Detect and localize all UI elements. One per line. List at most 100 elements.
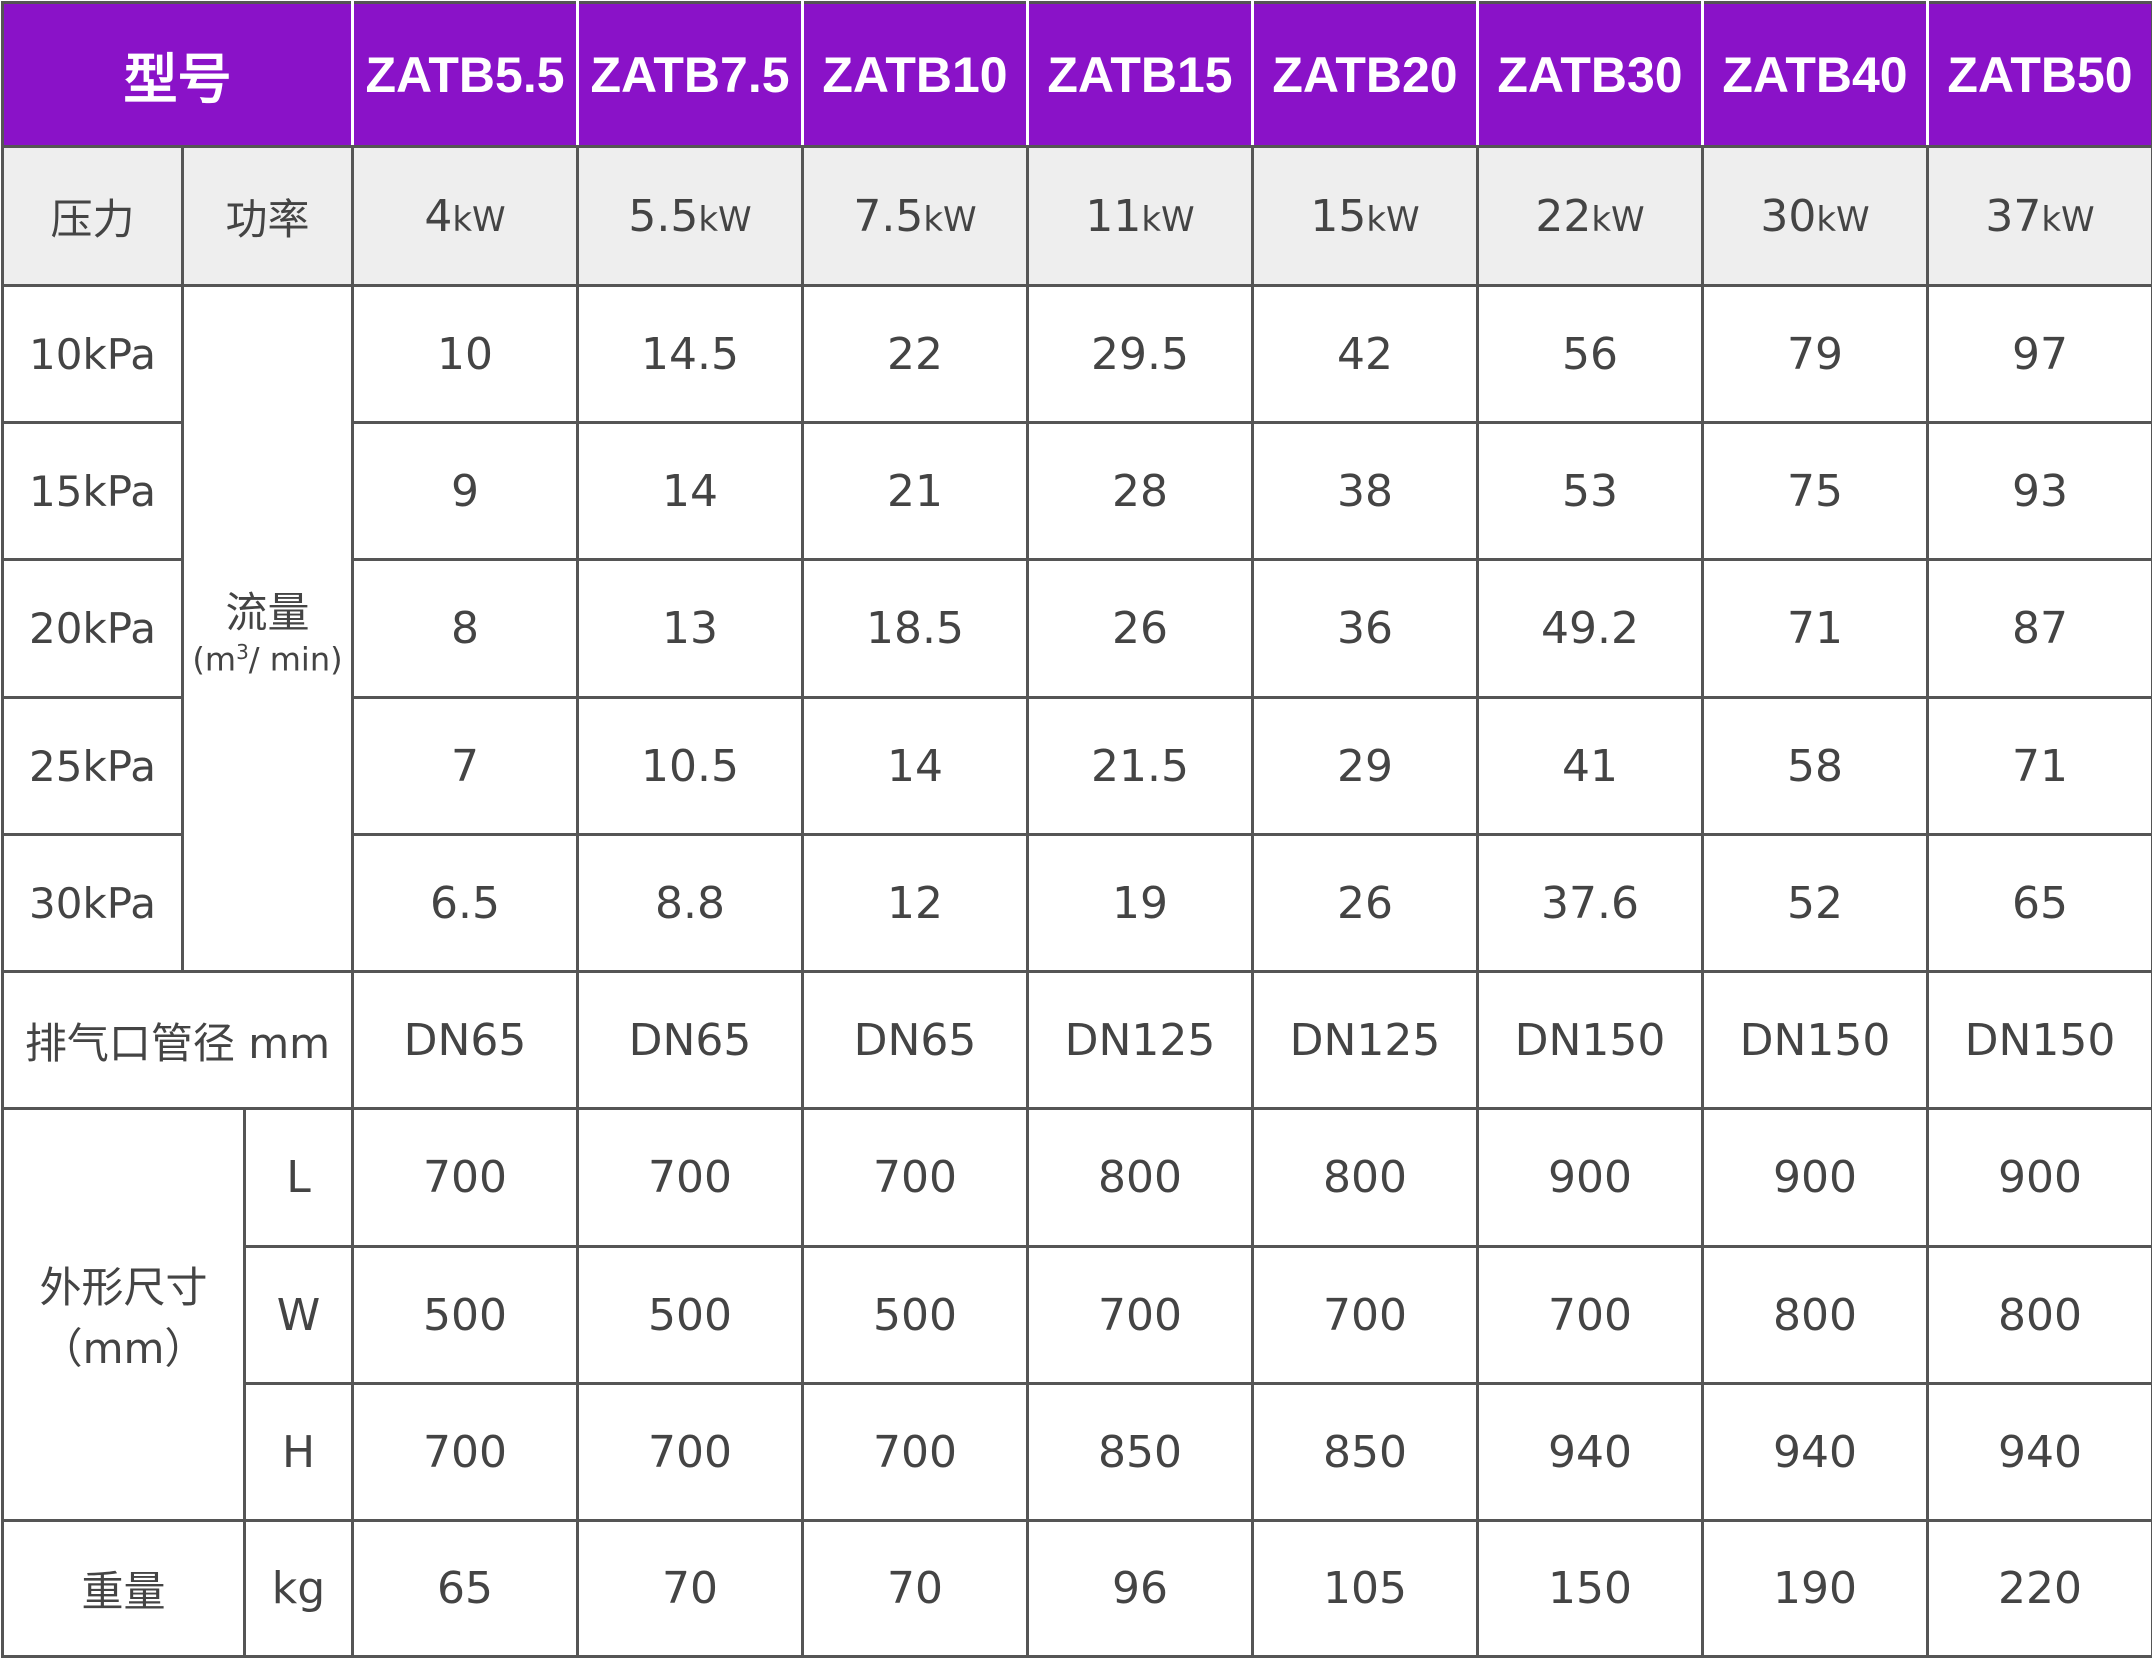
dimension-value: 700 [803,1109,1028,1247]
dimension-label: 外形尺寸 [4,1254,243,1315]
flow-value: 42 [1253,286,1478,423]
power-value: 30kW [1703,147,1928,286]
flow-value: 21 [803,423,1028,560]
flow-value: 18.5 [803,560,1028,698]
power-number: 22 [1535,191,1591,242]
dimension-value: 800 [1703,1247,1928,1384]
dimension-value: 500 [578,1247,803,1384]
pressure-value: 30kPa [3,835,183,972]
power-value: 37kW [1928,147,2152,286]
flow-unit: (m3/ min) [184,640,351,679]
dimension-value: 700 [1478,1247,1703,1384]
power-number: 30 [1760,191,1816,242]
power-number: 7.5 [853,191,923,242]
power-number: 4 [424,191,452,242]
flow-value: 37.6 [1478,835,1703,972]
flow-value: 9 [353,423,578,560]
weight-value: 70 [578,1521,803,1657]
flow-value: 26 [1028,560,1253,698]
flow-value: 71 [1928,698,2152,835]
dimension-axis: H [245,1384,353,1521]
model-name: ZATB40 [1703,3,1928,147]
flow-label-cell: 流量(m3/ min) [183,286,353,972]
flow-value: 53 [1478,423,1703,560]
weight-value: 190 [1703,1521,1928,1657]
flow-value: 6.5 [353,835,578,972]
outlet-value: DN150 [1703,972,1928,1109]
pressure-label: 压力 [3,147,183,286]
weight-value: 70 [803,1521,1028,1657]
power-number: 37 [1985,191,2041,242]
flow-value: 65 [1928,835,2152,972]
flow-value: 10 [353,286,578,423]
flow-value: 8 [353,560,578,698]
pressure-value: 10kPa [3,286,183,423]
dimension-value: 940 [1928,1384,2152,1521]
flow-value: 93 [1928,423,2152,560]
model-label: 型号 [3,3,353,147]
flow-value: 26 [1253,835,1478,972]
flow-value: 97 [1928,286,2152,423]
model-name: ZATB10 [803,3,1028,147]
flow-value: 36 [1253,560,1478,698]
flow-value: 79 [1703,286,1928,423]
flow-value: 19 [1028,835,1253,972]
dimension-value: 700 [353,1109,578,1247]
flow-unit-sup: 3 [236,640,249,664]
dimension-value: 800 [1028,1109,1253,1247]
power-unit: kW [1141,200,1194,240]
power-unit: kW [1591,200,1644,240]
dimension-value: 940 [1703,1384,1928,1521]
dimension-unit: （mm） [4,1315,243,1376]
dimension-value: 500 [353,1247,578,1384]
dimension-value: 900 [1928,1109,2152,1247]
flow-value: 58 [1703,698,1928,835]
flow-value: 29.5 [1028,286,1253,423]
flow-value: 10.5 [578,698,803,835]
flow-value: 75 [1703,423,1928,560]
power-unit: kW [923,200,976,240]
flow-value: 56 [1478,286,1703,423]
weight-value: 65 [353,1521,578,1657]
dimension-value: 500 [803,1247,1028,1384]
dimension-value: 850 [1028,1384,1253,1521]
outlet-value: DN150 [1928,972,2152,1109]
power-value: 5.5kW [578,147,803,286]
dimension-value: 800 [1928,1247,2152,1384]
weight-unit: kg [245,1521,353,1657]
dimension-value: 700 [578,1109,803,1247]
outlet-value: DN125 [1028,972,1253,1109]
flow-value: 14 [578,423,803,560]
power-unit: kW [2041,200,2094,240]
flow-value: 14.5 [578,286,803,423]
dimension-value: 850 [1253,1384,1478,1521]
flow-value: 71 [1703,560,1928,698]
weight-label: 重量 [3,1521,245,1657]
flow-value: 87 [1928,560,2152,698]
outlet-value: DN150 [1478,972,1703,1109]
power-value: 22kW [1478,147,1703,286]
flow-value: 12 [803,835,1028,972]
weight-value: 105 [1253,1521,1478,1657]
weight-value: 96 [1028,1521,1253,1657]
pressure-value: 15kPa [3,423,183,560]
flow-value: 38 [1253,423,1478,560]
power-unit: kW [1366,200,1419,240]
power-unit: kW [698,200,751,240]
power-value: 15kW [1253,147,1478,286]
dimension-axis: L [245,1109,353,1247]
dimension-value: 900 [1703,1109,1928,1247]
pressure-value: 25kPa [3,698,183,835]
dimension-value: 700 [1253,1247,1478,1384]
weight-value: 150 [1478,1521,1703,1657]
dimension-value: 900 [1478,1109,1703,1247]
power-value: 7.5kW [803,147,1028,286]
flow-value: 13 [578,560,803,698]
